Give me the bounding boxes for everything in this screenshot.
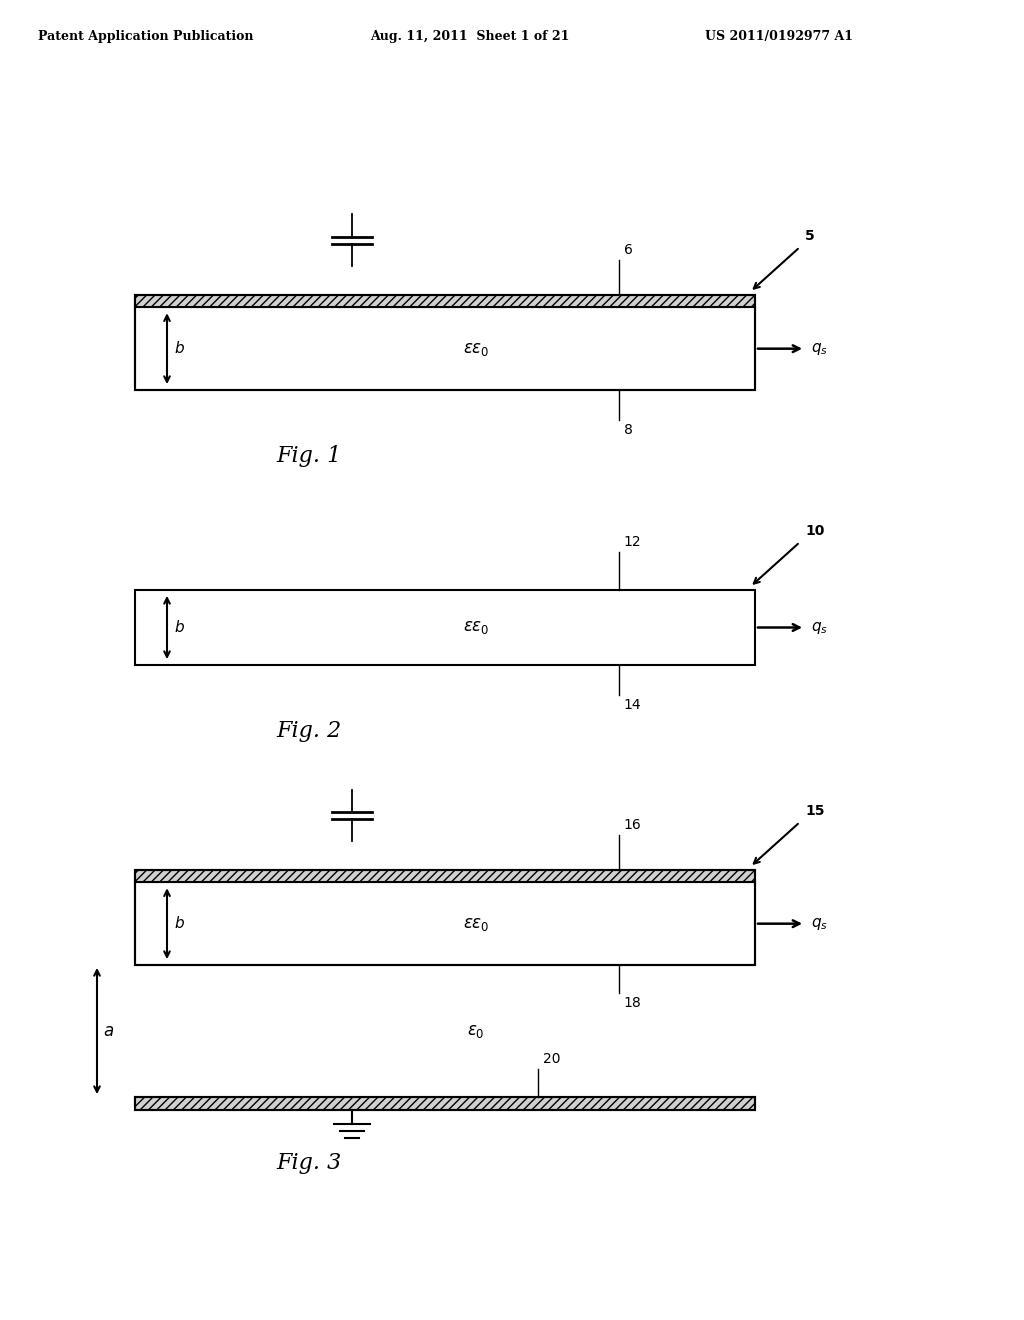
Bar <box>135 870 755 882</box>
Text: b: b <box>174 341 183 356</box>
Text: 12: 12 <box>624 535 641 549</box>
Text: $q_s$: $q_s$ <box>811 916 828 932</box>
Text: b: b <box>174 916 183 931</box>
Text: 14: 14 <box>624 698 641 711</box>
Bar <box>135 1097 755 1110</box>
Text: 8: 8 <box>624 422 633 437</box>
Bar <box>135 882 755 965</box>
Text: US 2011/0192977 A1: US 2011/0192977 A1 <box>705 30 853 44</box>
Text: Fig. 1: Fig. 1 <box>276 445 341 467</box>
Bar <box>135 294 755 389</box>
Text: a: a <box>103 1022 114 1040</box>
Text: 16: 16 <box>624 818 641 832</box>
Bar <box>135 294 755 308</box>
Text: $q_s$: $q_s$ <box>811 341 828 356</box>
Text: Fig. 2: Fig. 2 <box>276 719 341 742</box>
Text: 5: 5 <box>805 228 815 243</box>
Text: 10: 10 <box>805 524 824 539</box>
Text: Fig. 3: Fig. 3 <box>276 1152 341 1173</box>
Text: $q_s$: $q_s$ <box>811 619 828 635</box>
Text: Patent Application Publication: Patent Application Publication <box>38 30 254 44</box>
Bar <box>135 1097 755 1110</box>
Text: $\varepsilon\varepsilon_0$: $\varepsilon\varepsilon_0$ <box>463 339 489 358</box>
Text: Aug. 11, 2011  Sheet 1 of 21: Aug. 11, 2011 Sheet 1 of 21 <box>370 30 569 44</box>
Bar <box>135 870 755 965</box>
Text: 18: 18 <box>624 997 641 1010</box>
Text: $\varepsilon\varepsilon_0$: $\varepsilon\varepsilon_0$ <box>463 619 489 636</box>
Text: b: b <box>174 620 183 635</box>
Text: 15: 15 <box>805 804 824 818</box>
Bar <box>135 308 755 389</box>
Text: 20: 20 <box>543 1052 560 1067</box>
Text: $\varepsilon\varepsilon_0$: $\varepsilon\varepsilon_0$ <box>463 915 489 933</box>
Bar <box>135 590 755 665</box>
Text: $\varepsilon_0$: $\varepsilon_0$ <box>467 1022 484 1040</box>
Text: 6: 6 <box>624 243 633 257</box>
